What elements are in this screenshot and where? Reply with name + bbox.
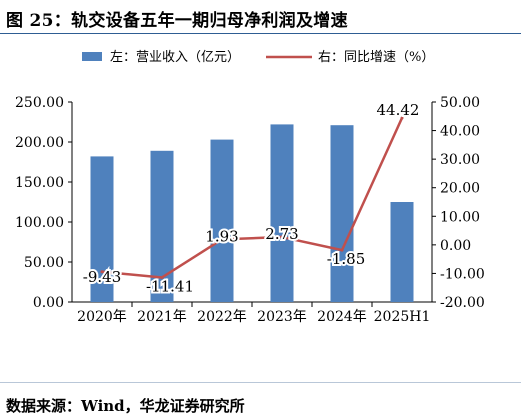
y-right-tick-label: 50.00 xyxy=(440,95,480,111)
revenue-bar xyxy=(330,125,354,302)
growth-data-label: 2.73 xyxy=(265,225,298,243)
growth-data-label: -1.85 xyxy=(327,250,365,268)
legend-label-revenue: 左：营业收入（亿元） xyxy=(110,50,240,65)
growth-point xyxy=(280,235,284,239)
x-tick-label: 2020年 xyxy=(77,309,127,325)
y-right-tick-label: 40.00 xyxy=(440,124,480,140)
figure-title: 图 25：轨交设备五年一期归母净利润及增速 xyxy=(6,11,348,31)
axes: 0.00 50.00 100.00 150.00 200.00 250.00 -20.00 -… xyxy=(15,95,485,325)
revenue-bar xyxy=(150,150,174,302)
y-left-tick-label: 50.00 xyxy=(24,255,64,271)
x-tick-label: 2022年 xyxy=(197,309,247,325)
y-right-tick-label: 30.00 xyxy=(440,152,480,168)
y-right-tick-label: 20.00 xyxy=(440,181,480,197)
chart-area: 左：营业收入（亿元） 右：同比增速（%） 0.00 50.00 100.00 150.… xyxy=(15,50,485,325)
y-left-tick-label: 150.00 xyxy=(15,175,64,191)
legend-swatch-revenue xyxy=(82,52,102,61)
revenue-bar xyxy=(90,156,114,302)
legend: 左：营业收入（亿元） 右：同比增速（%） xyxy=(82,50,434,65)
growth-line xyxy=(101,117,404,279)
x-tick-label: 2021年 xyxy=(137,309,187,325)
growth-data-label: 44.42 xyxy=(377,101,420,119)
source-bar: 数据来源：Wind，华龙证券研究所 xyxy=(0,382,521,420)
revenue-bar xyxy=(390,202,414,302)
legend-label-growth: 右：同比增速（%） xyxy=(318,50,434,65)
source-note: 数据来源：Wind，华龙证券研究所 xyxy=(6,397,245,415)
y-right-tick-label: -20.00 xyxy=(440,295,485,311)
y-right-tick-label: 10.00 xyxy=(440,209,480,225)
y-left-tick-label: 200.00 xyxy=(15,135,64,151)
line-series xyxy=(100,116,404,279)
y-right-tick-label: -10.00 xyxy=(440,266,485,282)
y-left-tick-label: 250.00 xyxy=(15,95,64,111)
growth-point xyxy=(340,248,344,252)
growth-point xyxy=(400,116,404,120)
y-right-tick-label: 0.00 xyxy=(440,238,471,254)
revenue-bar xyxy=(270,124,294,303)
growth-point xyxy=(160,275,164,279)
data-labels: -9.43 -11.41 1.93 2.73 -1.85 44.42 xyxy=(81,99,422,298)
y-left-tick-label: 0.00 xyxy=(33,295,64,311)
revenue-bar xyxy=(210,139,234,302)
growth-point xyxy=(100,270,104,274)
growth-data-label: 1.93 xyxy=(205,227,238,245)
x-tick-label: 2024年 xyxy=(317,309,367,325)
y-left-tick-label: 100.00 xyxy=(15,215,64,231)
growth-data-label: -11.41 xyxy=(146,277,194,295)
x-tick-label: 2025H1 xyxy=(374,309,431,325)
bar-series xyxy=(90,124,414,303)
x-tick-label: 2023年 xyxy=(257,309,307,325)
figure-title-bar: 图 25：轨交设备五年一期归母净利润及增速 xyxy=(0,0,521,34)
growth-data-label: -9.43 xyxy=(83,268,121,286)
growth-point xyxy=(220,237,224,241)
